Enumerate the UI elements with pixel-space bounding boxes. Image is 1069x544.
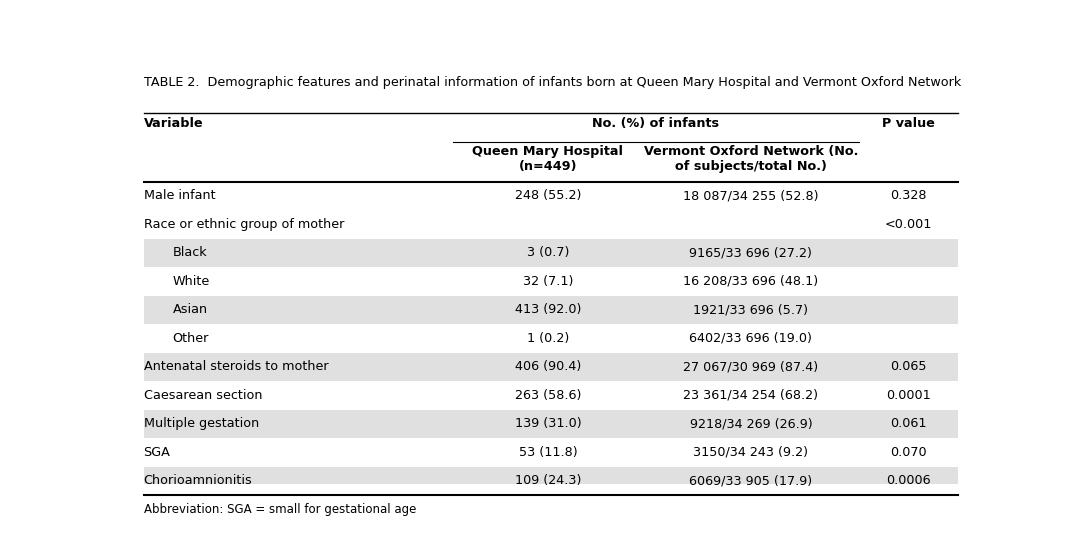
Text: Black: Black [172, 246, 207, 259]
Text: Caesarean section: Caesarean section [143, 389, 262, 402]
Text: Race or ethnic group of mother: Race or ethnic group of mother [143, 218, 344, 231]
Text: 413 (92.0): 413 (92.0) [514, 304, 582, 317]
Text: 0.070: 0.070 [889, 446, 927, 459]
Text: 0.328: 0.328 [890, 189, 927, 202]
Text: Multiple gestation: Multiple gestation [143, 417, 259, 430]
Text: 3 (0.7): 3 (0.7) [527, 246, 569, 259]
Text: Antenatal steroids to mother: Antenatal steroids to mother [143, 360, 328, 373]
Bar [143, 410, 958, 438]
Text: 0.0006: 0.0006 [886, 474, 930, 487]
Text: 18 087/34 255 (52.8): 18 087/34 255 (52.8) [683, 189, 819, 202]
Bar [143, 353, 958, 381]
Text: Variable: Variable [143, 117, 203, 130]
Text: Queen Mary Hospital
(n=449): Queen Mary Hospital (n=449) [472, 145, 623, 174]
Text: TABLE 2.  Demographic features and perinatal information of infants born at Quee: TABLE 2. Demographic features and perina… [143, 76, 961, 89]
Text: 0.0001: 0.0001 [886, 389, 931, 402]
Text: 3150/34 243 (9.2): 3150/34 243 (9.2) [694, 446, 808, 459]
Text: Chorioamnionitis: Chorioamnionitis [143, 474, 252, 487]
Text: <0.001: <0.001 [884, 218, 932, 231]
Text: 263 (58.6): 263 (58.6) [514, 389, 582, 402]
Text: 9165/33 696 (27.2): 9165/33 696 (27.2) [690, 246, 812, 259]
Bar [143, 296, 958, 324]
Text: 0.065: 0.065 [890, 360, 927, 373]
Text: 0.061: 0.061 [890, 417, 927, 430]
Text: Abbreviation: SGA = small for gestational age: Abbreviation: SGA = small for gestationa… [143, 503, 416, 516]
Bar [143, 239, 958, 267]
Text: 406 (90.4): 406 (90.4) [515, 360, 580, 373]
Text: 6069/33 905 (17.9): 6069/33 905 (17.9) [690, 474, 812, 487]
Text: 9218/34 269 (26.9): 9218/34 269 (26.9) [690, 417, 812, 430]
Bar [143, 467, 958, 495]
Text: Asian: Asian [172, 304, 207, 317]
Text: Male infant: Male infant [143, 189, 215, 202]
Text: Vermont Oxford Network (No.
of subjects/total No.): Vermont Oxford Network (No. of subjects/… [644, 145, 858, 174]
Text: White: White [172, 275, 210, 288]
Text: No. (%) of infants: No. (%) of infants [592, 117, 719, 130]
Text: 16 208/33 696 (48.1): 16 208/33 696 (48.1) [683, 275, 819, 288]
Text: 248 (55.2): 248 (55.2) [514, 189, 582, 202]
Text: 139 (31.0): 139 (31.0) [514, 417, 582, 430]
Text: 6402/33 696 (19.0): 6402/33 696 (19.0) [690, 332, 812, 345]
Text: 1 (0.2): 1 (0.2) [527, 332, 569, 345]
Text: 1921/33 696 (5.7): 1921/33 696 (5.7) [694, 304, 808, 317]
Text: SGA: SGA [143, 446, 170, 459]
Text: 23 361/34 254 (68.2): 23 361/34 254 (68.2) [683, 389, 819, 402]
Text: Other: Other [172, 332, 208, 345]
Text: 109 (24.3): 109 (24.3) [514, 474, 582, 487]
Text: P value: P value [882, 117, 934, 130]
Text: 27 067/30 969 (87.4): 27 067/30 969 (87.4) [683, 360, 819, 373]
Text: 53 (11.8): 53 (11.8) [518, 446, 577, 459]
Text: 32 (7.1): 32 (7.1) [523, 275, 573, 288]
